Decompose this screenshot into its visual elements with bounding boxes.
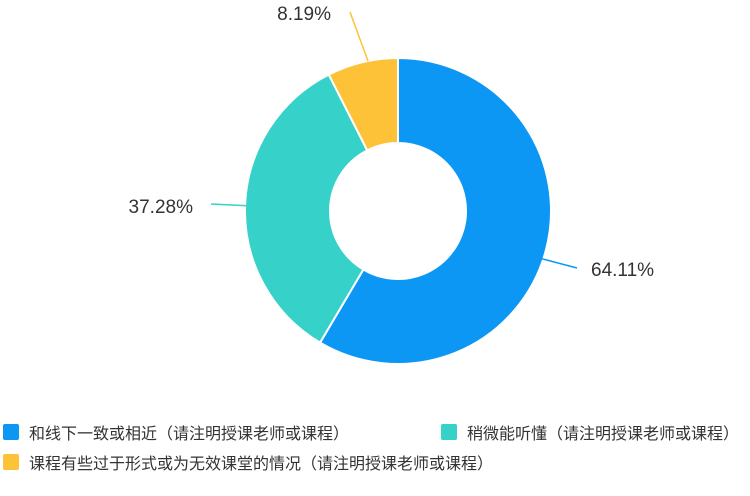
donut-slice-3[interactable] (327, 56, 399, 152)
legend-label-1: 和线下一致或相近（请注明授课老师或课程） (29, 424, 350, 443)
slice-value-label-2: 37.28% (129, 197, 194, 218)
leader-line-1 (519, 252, 578, 269)
legend-item-3[interactable]: 课程有些过于形式或为无效课堂的情况（请注明授课老师或课程） (3, 450, 493, 474)
leader-line-2 (210, 203, 273, 208)
legend-label-3: 课程有些过于形式或为无效课堂的情况（请注明授课老师或课程） (29, 454, 494, 473)
donut-slice-2[interactable] (244, 73, 369, 345)
slice-value-label-1: 64.11% (591, 260, 654, 281)
legend-swatch-3 (3, 454, 19, 470)
legend: 和线下一致或相近（请注明授课老师或课程） 稍微能听懂（请注明授课老师或课程） 课… (0, 416, 750, 496)
legend-item-2[interactable]: 稍微能听懂（请注明授课老师或课程） (441, 420, 739, 444)
slice-value-label-3: 8.19% (277, 4, 331, 25)
legend-label-2: 稍微能听懂（请注明授课老师或课程） (467, 424, 740, 443)
legend-swatch-1 (3, 424, 19, 440)
donut-chart: 64.11% 37.28% 8.19% (129, 4, 654, 365)
legend-swatch-2 (441, 424, 457, 440)
donut-slice-1[interactable] (318, 56, 552, 365)
legend-item-1[interactable]: 和线下一致或相近（请注明授课老师或课程） (3, 420, 349, 444)
leader-line-3 (349, 11, 369, 62)
